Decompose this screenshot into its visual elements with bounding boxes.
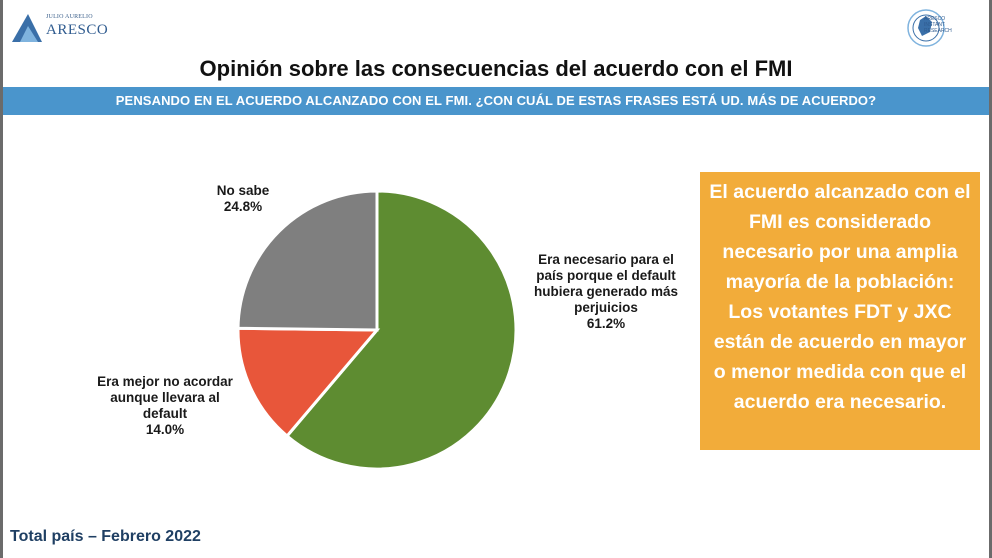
slice-label-necesario: Era necesario para el país porque el def… <box>506 252 706 332</box>
aresco-mountain-icon <box>12 14 42 42</box>
slice-label-mejor-no-acordar: Era mejor no acordar aunque llevara al d… <box>80 374 250 438</box>
logo-right-line-3: RESEARCH <box>924 28 952 34</box>
slice-label-line: hubiera generado más <box>533 284 679 299</box>
slice-label-line: Era mejor no acordar <box>97 374 233 389</box>
conclusion-text: El acuerdo alcanzado con el FMI es consi… <box>709 181 971 413</box>
slice-label-line: default <box>142 406 188 421</box>
slice-label-no-sabe: No sabe 24.8% <box>200 183 286 215</box>
pie-slice-necesario <box>284 189 518 471</box>
aresco-logo: JULIO AURELIO ARESCO <box>10 10 110 50</box>
slice-value-label: 24.8% <box>223 199 263 214</box>
aresco-instant-research-logo: ARESCO INSTANT RESEARCH <box>904 6 952 50</box>
slice-value-label: 14.0% <box>145 422 185 437</box>
question-text: PENSANDO EN EL ACUERDO ALCANZADO CON EL … <box>115 93 877 108</box>
logo-right-line-2: INSTANT <box>924 22 946 28</box>
footer-source: Total país – Febrero 2022 <box>10 528 201 545</box>
slice-label-line: aunque llevara al <box>110 390 220 405</box>
pie-slice-mejor-no-acordar <box>236 326 381 439</box>
logo-right-line-1: ARESCO <box>924 16 946 22</box>
question-bar: PENSANDO EN EL ACUERDO ALCANZADO CON EL … <box>3 87 989 115</box>
globe-icon <box>907 9 945 47</box>
slice-label-line: No sabe <box>216 183 270 198</box>
logo-left-big-text: ARESCO <box>46 22 109 38</box>
slice-label-line: perjuicios <box>574 300 638 315</box>
slice-label-line: Era necesario para el <box>538 252 674 267</box>
logo-left-small-text: JULIO AURELIO <box>46 14 93 20</box>
conclusion-callout: El acuerdo alcanzado con el FMI es consi… <box>700 172 980 450</box>
page-title: Opinión sobre las consecuencias del acue… <box>199 56 793 81</box>
slice-label-line: país porque el default <box>536 268 676 283</box>
slice-value-label: 61.2% <box>586 316 626 331</box>
pie-slice-no-sabe <box>236 189 379 332</box>
logo-right-text: ARESCO INSTANT RESEARCH <box>924 16 952 34</box>
